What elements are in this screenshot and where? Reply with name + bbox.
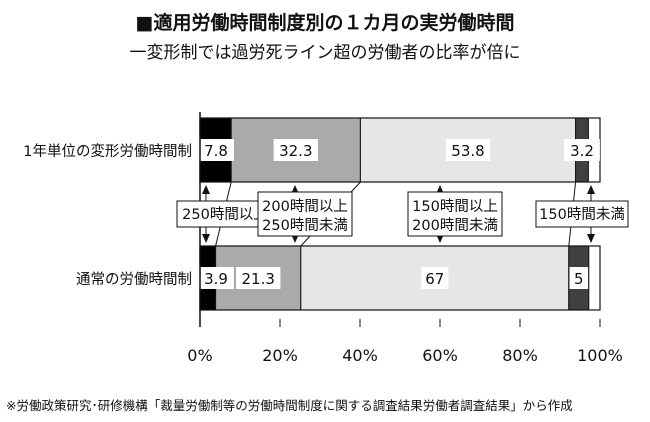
legend-label: 250時間未満 — [262, 217, 348, 234]
data-label-bg — [198, 139, 234, 161]
data-label-bg — [564, 139, 600, 161]
data-label-bg — [198, 267, 234, 289]
data-label: 53.8 — [451, 142, 484, 160]
legend-arrowhead — [587, 234, 595, 243]
data-label: 3.9 — [204, 270, 228, 288]
source-note: ※労働政策研究･研修機構「裁量労働制等の労働時間制度に関する調査結果労働者調査結… — [6, 398, 573, 413]
chart-title: ■適用労働時間制度別の１カ月の実労働時間 — [135, 12, 515, 34]
legend-arrowhead — [202, 185, 210, 194]
data-label-bg — [445, 139, 491, 161]
data-label: 21.3 — [241, 270, 274, 288]
legend-label: 200時間未満 — [412, 217, 498, 234]
legend-arrowhead — [587, 185, 595, 194]
x-tick-label: 60% — [422, 346, 458, 365]
data-label: 67 — [425, 270, 444, 288]
data-label: 32.3 — [279, 142, 312, 160]
data-label: 5 — [574, 270, 584, 288]
chart-subtitle: 一変形制では過労死ライン超の労働者の比率が倍に — [129, 43, 521, 63]
data-label-bg — [273, 139, 318, 161]
legend-label: 150時間未満 — [539, 206, 625, 223]
category-label: 通常の労働時間制 — [76, 271, 192, 288]
legend-label: 200時間以上 — [262, 198, 348, 215]
data-label-bg — [421, 267, 449, 289]
category-label: 1年単位の変形労働時間制 — [23, 143, 192, 160]
data-label: 3.2 — [570, 142, 594, 160]
legend-box — [257, 191, 353, 237]
legend-label: 150時間以上 — [412, 198, 498, 215]
legend-arrowhead — [202, 234, 210, 243]
x-tick-label: 100% — [577, 346, 623, 365]
data-label-bg — [569, 267, 589, 289]
legend-label: 250時間以上 — [182, 206, 268, 223]
legend-box — [535, 200, 629, 228]
x-tick-label: 0% — [187, 346, 212, 365]
legend-box — [176, 200, 274, 228]
x-tick-label: 20% — [262, 346, 298, 365]
legend-box — [407, 191, 503, 237]
data-label: 7.8 — [204, 142, 228, 160]
x-tick-label: 40% — [342, 346, 378, 365]
data-label-bg — [236, 267, 281, 289]
x-tick-label: 80% — [502, 346, 538, 365]
